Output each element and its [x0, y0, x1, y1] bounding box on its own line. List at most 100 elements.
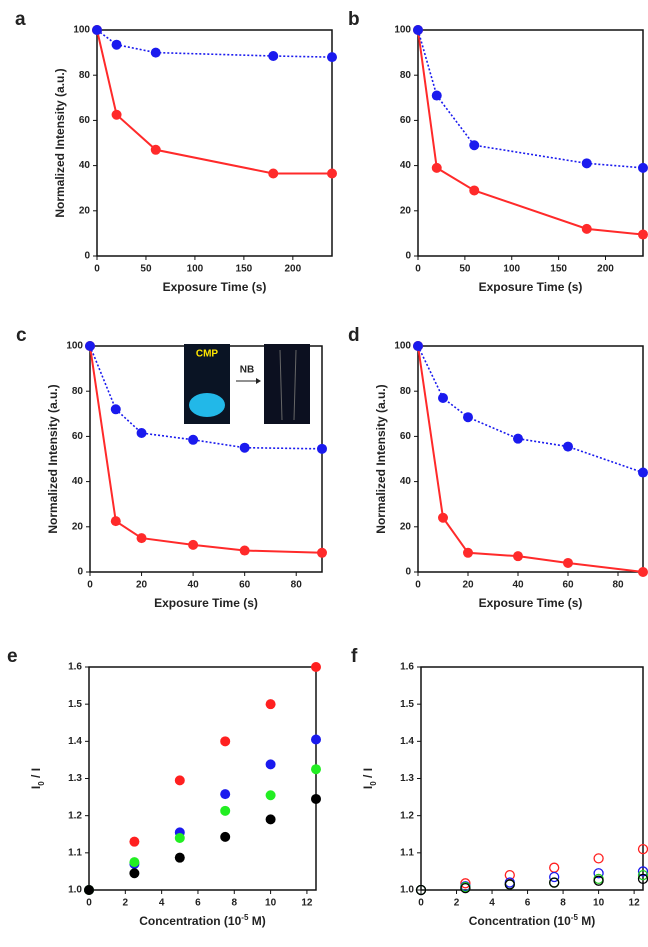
- y-axis-label: Normalized Intensity (a.u.): [53, 68, 67, 217]
- y-tick-label: 1.2: [400, 810, 414, 821]
- x-tick-label: 200: [284, 264, 301, 275]
- x-tick-label: 6: [195, 898, 201, 909]
- x-tick-label: 0: [415, 264, 421, 275]
- inset-tube: [279, 349, 283, 421]
- panel-letter: f: [351, 646, 358, 667]
- data-point: [469, 140, 480, 151]
- x-axis-label-part: -5: [571, 913, 579, 922]
- data-point: [129, 857, 140, 868]
- series-line: [96, 29, 333, 58]
- x-axis-label-part: -5: [241, 913, 249, 922]
- x-tick-label: 20: [136, 580, 148, 591]
- series-line: [417, 345, 644, 474]
- data-point: [513, 433, 523, 444]
- data-point: [638, 467, 648, 478]
- y-axis-label: I0 / I: [29, 768, 45, 789]
- data-point: [311, 764, 321, 775]
- y-tick-label: 1.3: [400, 773, 414, 784]
- data-point: [92, 25, 102, 35]
- x-tick-label: 4: [489, 898, 495, 909]
- y-tick-label: 60: [72, 431, 84, 442]
- data-point: [265, 814, 276, 825]
- series-line: [417, 29, 644, 169]
- y-axis-label-part: 0: [369, 781, 378, 786]
- data-point: [317, 443, 327, 454]
- data-point: [463, 547, 473, 558]
- data-point: [438, 392, 448, 403]
- y-tick-label: 100: [73, 25, 90, 36]
- x-axis-label: Concentration (10-5 M): [469, 913, 595, 929]
- x-tick-label: 20: [462, 580, 474, 591]
- data-point: [220, 831, 231, 842]
- y-tick-label: 0: [77, 567, 83, 578]
- data-point: [593, 875, 604, 886]
- x-tick-label: 100: [187, 264, 204, 275]
- x-tick-label: 0: [415, 580, 421, 591]
- data-point: [563, 557, 573, 568]
- x-axis-label: Exposure Time (s): [479, 596, 583, 610]
- x-tick-label: 150: [550, 264, 567, 275]
- data-point: [638, 229, 648, 240]
- data-point: [549, 862, 560, 873]
- data-point: [311, 662, 321, 672]
- x-axis-label: Exposure Time (s): [154, 596, 258, 610]
- x-tick-label: 8: [231, 898, 237, 909]
- plot-frame: [417, 29, 644, 257]
- y-tick-label: 1.0: [68, 885, 82, 896]
- data-point: [150, 47, 161, 58]
- data-point: [327, 168, 337, 179]
- y-axis-label-part: / I: [361, 768, 375, 781]
- x-tick-label: 0: [86, 898, 92, 909]
- data-point: [460, 882, 471, 894]
- y-axis-label: Normalized Intensity (a.u.): [374, 384, 388, 533]
- data-point: [129, 836, 140, 847]
- panel-letter: b: [348, 9, 360, 30]
- y-tick-label: 1.0: [400, 885, 414, 896]
- y-tick-label: 20: [400, 521, 412, 532]
- plot-frame: [417, 345, 644, 573]
- data-point: [265, 790, 276, 801]
- y-tick-label: 20: [79, 205, 91, 216]
- data-point: [85, 341, 95, 351]
- x-axis-label-part: Concentration (10: [139, 914, 241, 928]
- y-axis-label-part: 0: [37, 781, 46, 786]
- data-point: [84, 885, 94, 895]
- data-point: [174, 775, 185, 786]
- data-point: [638, 162, 648, 173]
- data-point: [239, 442, 250, 453]
- y-tick-label: 40: [400, 160, 412, 171]
- data-point: [110, 516, 121, 527]
- data-point: [136, 533, 147, 544]
- data-point: [188, 539, 199, 550]
- y-tick-label: 60: [400, 115, 412, 126]
- data-point: [111, 39, 122, 50]
- x-axis-label-part: Concentration (10: [469, 914, 571, 928]
- x-tick-label: 0: [87, 580, 93, 591]
- panel: b 0 20 40 60 80 100 0 50 100 150 200 Exposure Time (…: [348, 9, 648, 294]
- y-tick-label: 80: [400, 386, 412, 397]
- y-tick-label: 60: [79, 115, 91, 126]
- data-point: [268, 50, 279, 61]
- data-point: [265, 699, 276, 710]
- data-point: [463, 412, 473, 423]
- series-line: [417, 29, 644, 236]
- x-tick-label: 60: [239, 580, 251, 591]
- inset-glow: [189, 393, 225, 417]
- panel: f 1.0 1.1 1.2 1.3 1.4 1.5 1.6 0 2 4 6 8 10 12: [351, 646, 648, 909]
- y-axis-label-part: / I: [29, 768, 43, 781]
- inset-label: NB: [240, 365, 254, 376]
- x-tick-label: 40: [512, 580, 524, 591]
- series-line: [89, 345, 323, 450]
- y-tick-label: 0: [405, 251, 411, 262]
- data-point: [188, 434, 199, 445]
- data-point: [638, 567, 648, 577]
- data-point: [593, 853, 604, 864]
- data-point: [593, 868, 604, 879]
- data-point: [311, 793, 321, 804]
- panel-letter: c: [16, 325, 27, 346]
- y-tick-label: 80: [400, 70, 412, 81]
- inset-label: CMP: [196, 349, 219, 360]
- x-tick-label: 80: [291, 580, 303, 591]
- x-tick-label: 12: [629, 898, 641, 909]
